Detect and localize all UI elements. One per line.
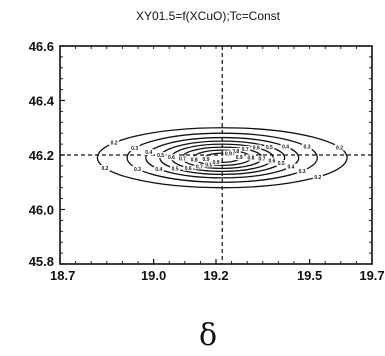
contour-label: 0.8 (232, 149, 239, 155)
contour-label: 0.8 (247, 155, 254, 161)
contour-label: 0.9 (225, 151, 232, 157)
contour-lines: 0.20.20.20.20.3 0.30.30.30.4 0.40.40.40.50… (96, 127, 348, 189)
x-tick-label: 19.0 (141, 268, 166, 283)
contour-label: 0.7 (242, 147, 249, 153)
y-tick-label: 46.6 (29, 39, 54, 54)
contour-label: 0.8 (191, 157, 198, 163)
contour-label: 0.5 (266, 145, 273, 151)
contour-label: 0.2 (336, 145, 343, 151)
contour-label-bg (99, 164, 110, 171)
contour-label: 0.3 (134, 167, 141, 173)
contour-label: 0.3 (131, 146, 138, 152)
contour-label: 0.5 (157, 153, 164, 159)
contour-label-bg (203, 161, 214, 168)
contour-label-bg (280, 143, 291, 150)
contour-label-bg (297, 168, 308, 175)
contour-label: 0.8 (205, 162, 212, 168)
contour-label: 0.2 (101, 166, 108, 172)
contour-label: 0.7 (179, 157, 186, 163)
contour-label-bg (170, 165, 181, 172)
contour-label: 0.2 (111, 141, 118, 147)
contour-label: 0.9 (236, 155, 243, 161)
contour-label: 0.6 (269, 159, 276, 165)
contour-label-bg (257, 155, 268, 162)
contour-label-bg (211, 159, 222, 166)
contour-label-bg (285, 163, 296, 170)
contour-label-bg (189, 156, 200, 163)
contour-label-bg (251, 144, 262, 151)
contour-label-bg (201, 156, 212, 163)
x-tick-label: 19.7 (359, 268, 384, 283)
contour-label-bg (143, 149, 154, 156)
contour-line-0.2 (96, 127, 348, 189)
contour-label: 0.5 (172, 167, 179, 173)
contour-label: 0.3 (299, 169, 306, 175)
contour-label: 0.3 (304, 145, 311, 151)
contour-label-bg (334, 144, 345, 151)
contour-label: 0.4 (155, 167, 162, 173)
contour-label: 0.4 (287, 165, 294, 171)
reference-lines (60, 46, 372, 264)
contour-label-bg (109, 139, 120, 146)
contour-label-bg (230, 147, 241, 154)
y-tick-label: 46.2 (29, 148, 54, 163)
contour-label-bg (132, 165, 143, 172)
contour-label-bg (153, 166, 164, 173)
contour-label-bg (302, 143, 313, 150)
contour-label-bg (223, 150, 234, 157)
contour-label-bg (266, 157, 277, 164)
contour-line-0.4 (145, 136, 300, 179)
y-tick-label: 45.8 (29, 254, 54, 269)
contour-label: 0.7 (259, 157, 266, 163)
contour-label-bg (245, 154, 256, 161)
x-tick-label: 19.2 (203, 268, 228, 283)
contour-line-0.3 (126, 132, 319, 183)
contour-label: 0.9 (203, 157, 210, 163)
contour-label: 0.6 (185, 166, 192, 172)
x-tick-label: 19.5 (297, 268, 322, 283)
contour-label: 0.7 (196, 164, 203, 170)
contour-label: 0.2 (314, 175, 321, 181)
contour-label: 0.9 (213, 160, 220, 166)
contour-label-bg (177, 155, 188, 162)
contour-label-bg (276, 160, 287, 167)
contour-label: 0.4 (145, 150, 152, 156)
contour-label: 0.5 (278, 161, 285, 167)
contour-label-bg (234, 154, 245, 161)
y-tick-label: 46.4 (29, 94, 55, 109)
contour-label-bg (166, 154, 177, 161)
y-axis-ticks: 45.8 46.0 46.2 46.4 46.6 (29, 39, 372, 269)
contour-label: 0.6 (168, 155, 175, 161)
contour-label-bg (129, 145, 140, 152)
contour-label-bg (264, 143, 275, 150)
contour-label-bg (312, 173, 323, 180)
contour-label-bg (155, 152, 166, 159)
chart-title: XY01.5=f(XCuO);Tc=Const (136, 9, 281, 23)
x-axis-ticks: 18.7 19.0 19.2 19.5 19.7 (50, 46, 385, 283)
y-tick-label: 46.0 (29, 203, 54, 218)
contour-label: 0.6 (253, 146, 260, 152)
contour-label: 0.4 (282, 144, 289, 150)
contour-label-bg (194, 163, 205, 170)
x-tick-label: 18.7 (50, 268, 75, 283)
contour-label-bg (183, 164, 194, 171)
contour-label-bg (240, 146, 251, 153)
x-axis-label: δ (199, 318, 217, 353)
